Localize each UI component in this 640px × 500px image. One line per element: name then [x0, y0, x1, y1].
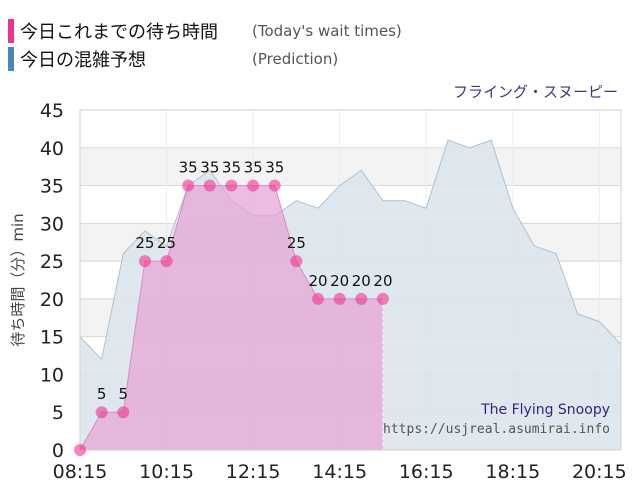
- data-label: 35: [222, 159, 241, 177]
- today-point: [225, 179, 238, 192]
- today-point: [117, 406, 130, 419]
- y-axis-label: 待ち時間（分）min: [9, 213, 27, 346]
- prediction-line: [79, 139, 622, 361]
- legend-label-prediction: 今日の混雑予想: [20, 50, 146, 71]
- data-label: 20: [308, 272, 327, 290]
- data-label: 20: [373, 272, 392, 290]
- data-label: 20: [352, 272, 371, 290]
- data-label: 35: [265, 159, 284, 177]
- today-point: [355, 292, 368, 305]
- today-point: [74, 444, 86, 456]
- x-tick-label: 10:15: [139, 461, 194, 483]
- today-point: [203, 179, 216, 192]
- data-label: 25: [287, 234, 306, 252]
- data-label: 5: [97, 385, 107, 403]
- y-tick-label: 5: [52, 402, 64, 424]
- today-point: [268, 179, 281, 192]
- plot-border: [79, 109, 622, 451]
- x-tick-label: 16:15: [399, 461, 454, 483]
- x-tick-label: 12:15: [226, 461, 281, 483]
- y-tick-label: 35: [40, 176, 64, 198]
- y-tick-label: 25: [40, 251, 64, 273]
- x-tick-label: 18:15: [485, 461, 540, 483]
- today-point: [333, 292, 346, 305]
- x-tick-label: 08:15: [53, 461, 108, 483]
- watermark-url: https://usjreal.asumirai.info: [383, 422, 610, 437]
- today-point: [138, 255, 151, 268]
- today-point: [312, 292, 325, 305]
- x-tick-label: 14:15: [312, 461, 367, 483]
- y-tick-label: 0: [52, 440, 64, 462]
- legend-label-today: 今日これまでの待ち時間: [20, 22, 218, 43]
- y-tick-label: 10: [40, 364, 64, 386]
- y-tick-label: 40: [40, 138, 64, 160]
- data-label: 25: [135, 234, 154, 252]
- legend-sub-prediction: (Prediction): [252, 50, 339, 68]
- y-tick-label: 15: [40, 327, 64, 349]
- legend-swatch-today: [8, 19, 14, 43]
- y-tick-label: 20: [40, 289, 64, 311]
- legend: 今日これまでの待ち時間 (Today's wait times) 今日の混雑予想…: [0, 0, 640, 80]
- watermark-name: The Flying Snoopy: [481, 402, 610, 418]
- legend-swatch-prediction: [8, 47, 14, 71]
- today-area: [80, 185, 383, 450]
- today-point: [247, 179, 260, 192]
- legend-item-today: 今日これまでの待ち時間 (Today's wait times): [8, 18, 402, 44]
- data-label: 25: [157, 234, 176, 252]
- data-label: 35: [179, 159, 198, 177]
- data-label: 5: [119, 385, 129, 403]
- data-label: 20: [330, 272, 349, 290]
- today-point: [160, 255, 173, 268]
- legend-sub-today: (Today's wait times): [252, 22, 402, 40]
- today-point: [182, 179, 195, 192]
- x-tick-label: 20:15: [572, 461, 627, 483]
- legend-item-prediction: 今日の混雑予想 (Prediction): [8, 46, 338, 72]
- data-label: 35: [244, 159, 263, 177]
- data-label: 35: [200, 159, 219, 177]
- today-point: [95, 406, 108, 419]
- y-tick-label: 45: [40, 100, 64, 122]
- today-point: [376, 292, 389, 305]
- y-tick-label: 30: [40, 213, 64, 235]
- today-point: [290, 255, 303, 268]
- attraction-name: フライング・スヌーピー: [452, 83, 618, 101]
